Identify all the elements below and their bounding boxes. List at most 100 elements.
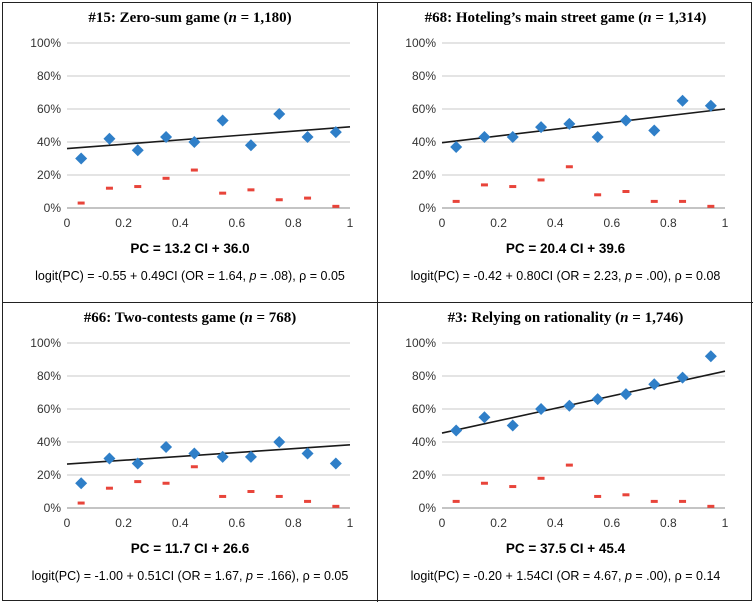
logit-p-symbol: p	[249, 269, 257, 283]
x-tick-label: 0.4	[172, 516, 189, 530]
panel-title: #66: Two-contests game (n = 768)	[3, 303, 377, 333]
y-tick-label: 60%	[37, 402, 61, 416]
diamond-point	[506, 131, 519, 144]
logit-part2: = .00), ρ = 0.08	[631, 269, 721, 283]
x-tick-label: 0.4	[172, 216, 189, 230]
title-text: #3: Relying on rationality (	[447, 310, 621, 326]
regression-equation: PC = 11.7 CI + 26.6	[130, 541, 250, 556]
x-tick-label: 1	[722, 216, 729, 230]
y-tick-label: 40%	[412, 135, 436, 149]
x-tick-label: 0.8	[285, 216, 302, 230]
x-tick-label: 0.4	[547, 516, 564, 530]
diamond-point	[188, 136, 201, 148]
dash-point	[622, 493, 630, 497]
logit-part1: logit(PC) = -0.55 + 0.49CI (OR = 1.64,	[35, 269, 250, 283]
logit-equation: logit(PC) = -0.42 + 0.80CI (OR = 2.23, p…	[378, 269, 753, 283]
logit-equation: logit(PC) = -0.20 + 1.54CI (OR = 4.67, p…	[378, 569, 753, 583]
y-tick-label: 100%	[405, 336, 436, 350]
dash-point	[480, 183, 488, 187]
panel-two-contests: #66: Two-contests game (n = 768) 0% 20% 40…	[3, 303, 378, 602]
logit-p-symbol: p	[624, 269, 632, 283]
diamond-point	[619, 388, 632, 401]
diamond-point	[450, 424, 463, 437]
diamond-point	[273, 436, 286, 448]
x-tick-label: 0.6	[228, 216, 245, 230]
dash-point	[537, 476, 545, 480]
dash-point	[134, 480, 142, 484]
x-tick-label: 0.4	[547, 216, 564, 230]
title-n-symbol: n	[228, 10, 237, 26]
dash-point	[105, 486, 113, 490]
dash-point	[679, 199, 687, 203]
dash-point	[219, 191, 227, 195]
dash-point	[275, 198, 283, 202]
title-n-value: = 1,180)	[236, 10, 292, 26]
x-tick-label: 0.2	[490, 516, 507, 530]
diamond-point	[160, 131, 173, 144]
dash-point	[509, 185, 517, 189]
dash-point	[509, 485, 517, 489]
diamond-point	[75, 152, 88, 165]
x-tick-label: 0	[64, 216, 71, 230]
logit-part1: logit(PC) = -0.20 + 1.54CI (OR = 4.67,	[410, 569, 625, 583]
diamond-point	[450, 140, 463, 153]
diamond-point	[301, 447, 314, 460]
panel-zero-sum: #15: Zero-sum game (n = 1,180) 0% 20% 40% 6…	[3, 3, 378, 303]
x-tick-label: 1	[347, 216, 354, 230]
dash-point	[679, 499, 687, 503]
regression-equation: PC = 13.2 CI + 36.0	[130, 241, 250, 256]
panel-title: #15: Zero-sum game (n = 1,180)	[3, 3, 377, 33]
title-n-symbol: n	[643, 10, 652, 26]
y-tick-label: 0%	[44, 501, 62, 515]
dash-point	[452, 199, 460, 203]
dash-point	[190, 465, 198, 469]
diamond-point	[188, 447, 201, 460]
title-text: #66: Two-contests game (	[83, 310, 245, 326]
dash-point	[162, 481, 170, 485]
diamond-point	[329, 457, 342, 470]
dash-point	[77, 201, 85, 205]
panel-relying-rationality: #3: Relying on rationality (n = 1,746) 0…	[378, 303, 753, 602]
panel-hoteling: #68: Hoteling’s main street game (n = 1,…	[378, 3, 753, 303]
y-tick-label: 20%	[37, 468, 61, 482]
diamond-point	[704, 99, 717, 112]
y-tick-label: 60%	[412, 102, 436, 116]
diamond-point	[301, 131, 314, 144]
x-tick-label: 0.8	[660, 516, 677, 530]
y-tick-label: 80%	[412, 369, 436, 383]
y-tick-label: 0%	[44, 201, 62, 215]
diamond-point	[676, 371, 689, 384]
x-tick-label: 0.2	[115, 516, 132, 530]
trendline	[66, 444, 351, 465]
dash-point	[304, 196, 312, 200]
diamond-point	[160, 440, 173, 453]
y-tick-label: 80%	[412, 69, 436, 83]
diamond-point	[216, 114, 229, 127]
dash-point	[707, 204, 715, 208]
diamond-point	[506, 419, 519, 432]
dash-point	[650, 199, 658, 203]
dash-point	[219, 494, 227, 498]
logit-p-symbol: p	[246, 569, 253, 583]
dash-point	[480, 481, 488, 485]
trendline	[441, 370, 726, 434]
x-tick-label: 0.6	[603, 216, 620, 230]
y-tick-label: 20%	[37, 168, 61, 182]
title-n-symbol: n	[244, 310, 253, 326]
diamond-point	[591, 131, 604, 144]
diamond-point	[648, 378, 661, 391]
dash-point	[275, 494, 283, 498]
scatter-chart: 0% 20% 40% 60% 80% 100% 0 0.2 0.4 0.6 0.8 1	[30, 36, 354, 230]
title-text: #15: Zero-sum game (	[88, 10, 229, 26]
dash-point	[565, 463, 573, 467]
y-tick-label: 60%	[412, 402, 436, 416]
dash-point	[304, 499, 312, 503]
diamond-point	[535, 121, 548, 134]
logit-part1: logit(PC) = -0.42 + 0.80CI (OR = 2.23,	[410, 269, 625, 283]
diamond-point	[535, 403, 548, 415]
dash-point	[190, 168, 198, 172]
trendline	[66, 126, 351, 150]
y-tick-label: 100%	[30, 336, 61, 350]
x-tick-label: 0.6	[228, 516, 245, 530]
